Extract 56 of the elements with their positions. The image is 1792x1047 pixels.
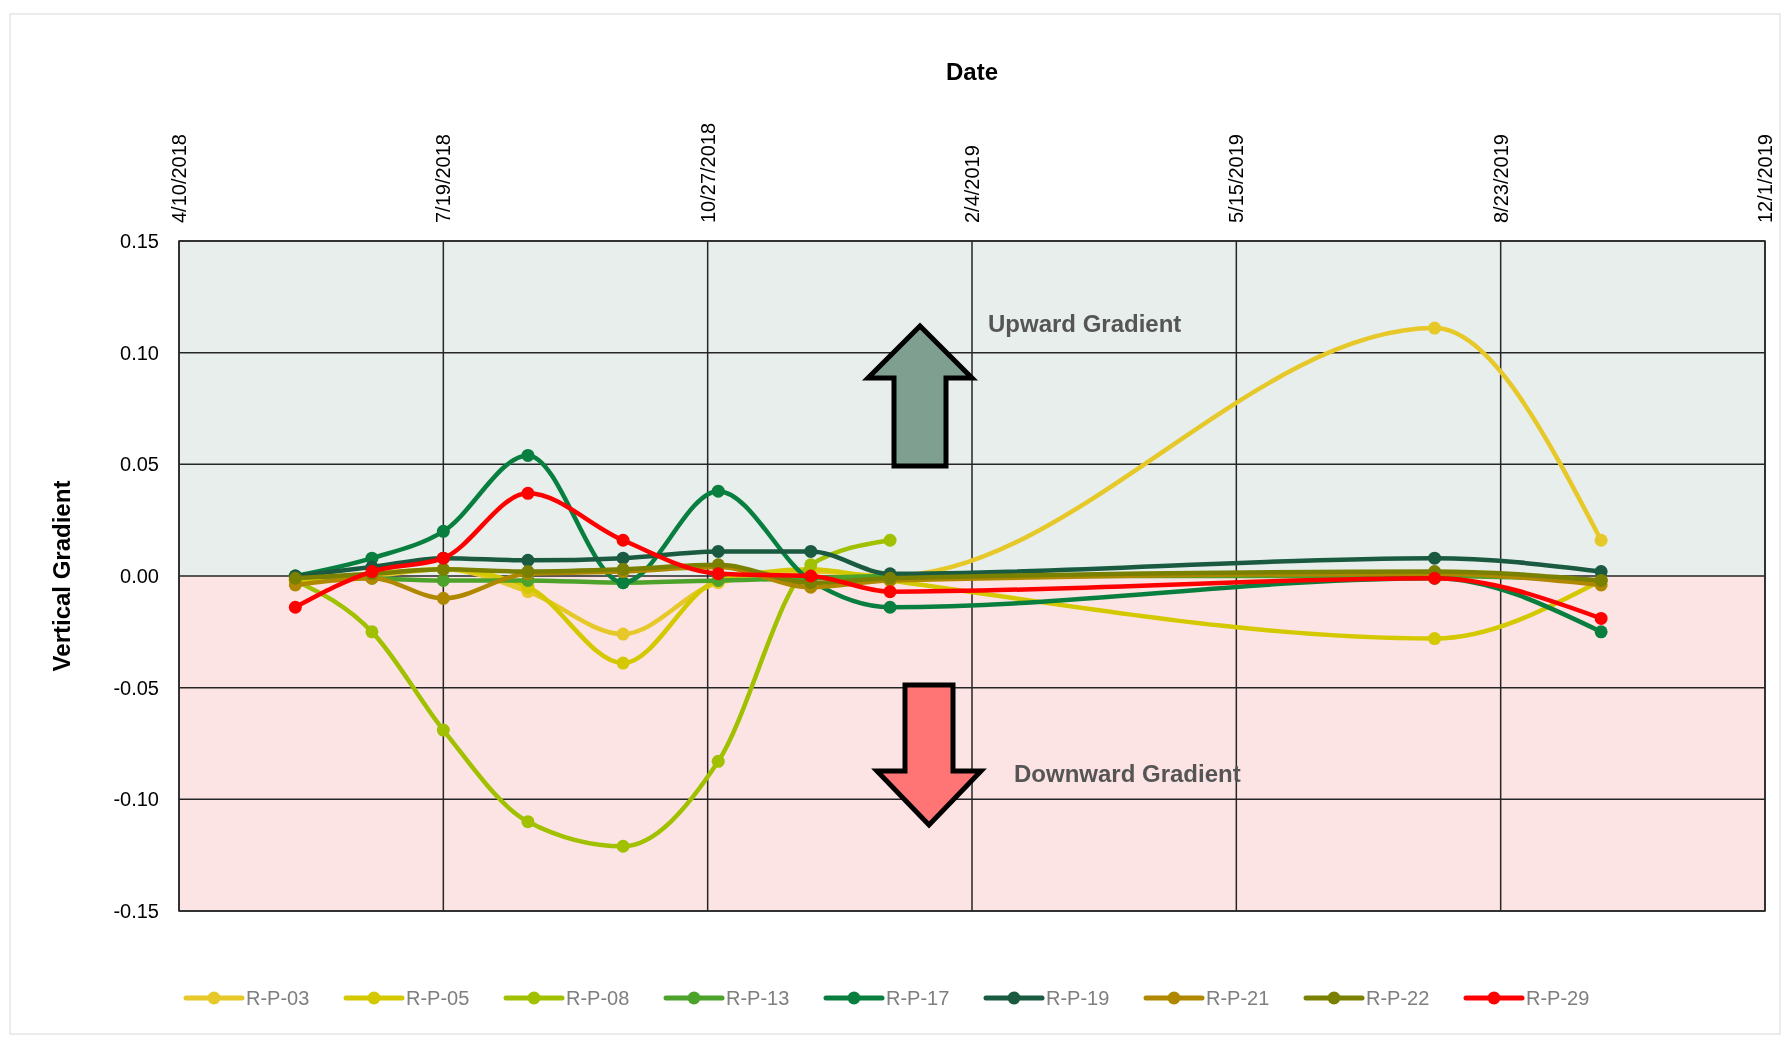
legend-label: R-P-08	[566, 987, 630, 1009]
legend-label: R-P-13	[726, 987, 790, 1009]
point	[521, 486, 535, 500]
point	[711, 484, 725, 498]
point	[1594, 625, 1608, 639]
point	[616, 551, 630, 565]
point	[711, 754, 725, 768]
point	[436, 524, 450, 538]
point	[711, 544, 725, 558]
y-tick-label: -0.15	[113, 900, 159, 922]
y-tick-label: 0.15	[120, 230, 159, 252]
legend-label: R-P-29	[1526, 987, 1590, 1009]
band-label: Upward Gradient	[988, 310, 1182, 337]
legend-label: R-P-21	[1206, 987, 1270, 1009]
legend-label: R-P-05	[406, 987, 470, 1009]
point	[616, 533, 630, 547]
point	[883, 600, 897, 614]
point	[288, 600, 302, 614]
point	[365, 625, 379, 639]
point	[521, 815, 535, 829]
x-tick-label: 2/4/2019	[961, 145, 983, 223]
point	[436, 573, 450, 587]
point	[436, 591, 450, 605]
point	[804, 544, 818, 558]
y-tick-label: -0.10	[113, 788, 159, 811]
point	[883, 533, 897, 547]
point	[1428, 321, 1442, 335]
legend-label: R-P-19	[1046, 987, 1110, 1009]
point	[711, 567, 725, 581]
x-axis-title: Date	[945, 58, 999, 85]
point	[1594, 533, 1608, 547]
legend-label: R-P-17	[886, 987, 950, 1009]
point	[616, 656, 630, 670]
x-tick-label: 4/10/2018	[168, 134, 190, 223]
point	[1594, 611, 1608, 625]
x-tick-label: 8/23/2019	[1489, 134, 1512, 223]
point	[1428, 551, 1442, 565]
point	[1428, 632, 1442, 646]
x-tick-label: 5/15/2019	[1225, 134, 1248, 223]
legend-label: R-P-03	[246, 987, 310, 1009]
point	[804, 558, 818, 572]
y-tick-label: 0.00	[120, 565, 159, 587]
y-tick-label: 0.05	[120, 453, 159, 476]
point	[521, 553, 535, 567]
y-axis-title: Vertical Gradient	[48, 480, 75, 672]
point	[521, 448, 535, 462]
point	[616, 839, 630, 853]
x-tick-label: 10/27/2018	[696, 122, 719, 223]
point	[883, 585, 897, 599]
point	[436, 723, 450, 737]
y-tick-label: -0.05	[113, 676, 159, 699]
legend-label: R-P-22	[1366, 987, 1430, 1009]
point	[616, 627, 630, 641]
x-tick-label: 7/19/2018	[432, 134, 455, 223]
x-tick-label: 12/1/2019	[1754, 134, 1776, 223]
y-tick-label: 0.10	[120, 341, 159, 364]
